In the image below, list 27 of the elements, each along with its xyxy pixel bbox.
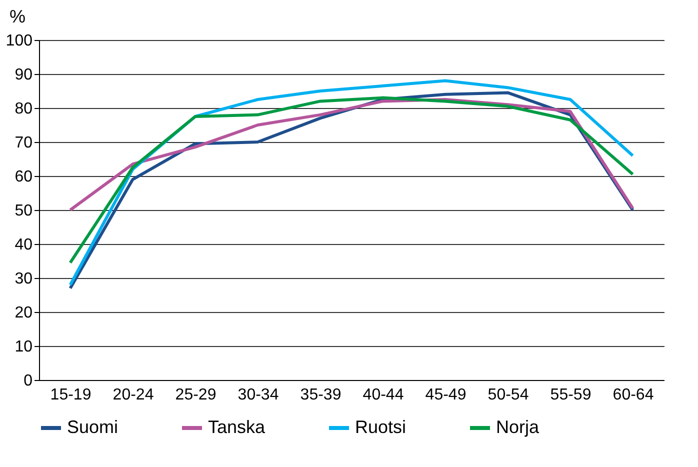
x-tick-label: 30-34 <box>238 386 279 404</box>
legend-label: Suomi <box>67 417 118 437</box>
y-tick-label: 30 <box>14 270 33 288</box>
y-tick-label: 40 <box>14 236 33 254</box>
y-tick-label: 90 <box>14 66 33 84</box>
legend-label: Norja <box>496 417 540 437</box>
x-tick-label: 45-49 <box>425 386 466 404</box>
y-tick-label: 100 <box>6 32 33 50</box>
y-tick-label: 80 <box>14 100 33 118</box>
y-tick-label: 0 <box>24 372 33 390</box>
line-series <box>68 96 634 264</box>
y-tick-label: 70 <box>14 134 33 152</box>
x-tick-label: 15-19 <box>50 386 92 404</box>
y-tick-label: 60 <box>14 168 33 186</box>
x-tick-label: 25-29 <box>175 386 216 404</box>
x-tick-label: 55-59 <box>550 386 592 404</box>
x-tick-label: 50-54 <box>488 386 529 404</box>
x-tick-label: 35-39 <box>300 386 342 404</box>
y-tick-label: 10 <box>14 338 33 356</box>
y-tick-label: 20 <box>14 304 33 322</box>
y-tick-label: 50 <box>14 202 33 220</box>
legend-label: Ruotsi <box>355 417 406 437</box>
y-axis-title: % <box>10 6 26 26</box>
x-tick-label: 60-64 <box>612 386 654 404</box>
x-tick-label: 40-44 <box>362 386 404 404</box>
legend-label: Tanska <box>208 417 266 437</box>
x-tick-label: 20-24 <box>112 386 154 404</box>
